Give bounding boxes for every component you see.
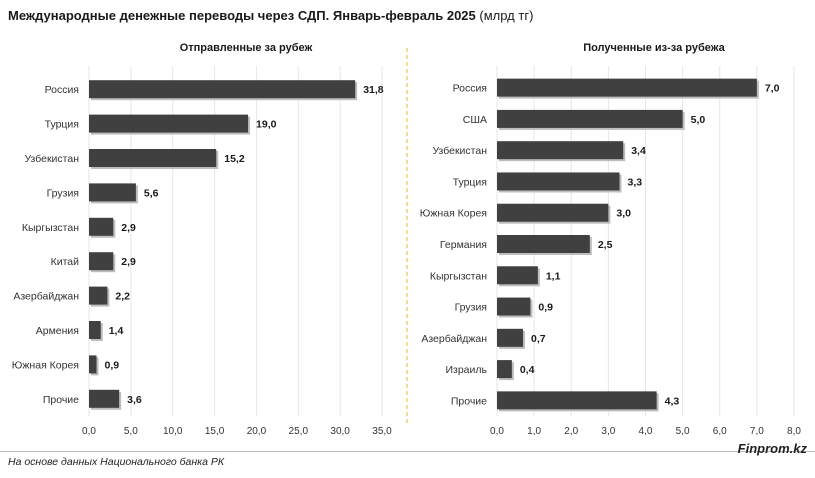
- received-category-label: Азербайджан: [421, 333, 487, 345]
- sent-data-label: 1,4: [109, 325, 124, 337]
- received-data-label: 5,0: [691, 114, 706, 126]
- received-category-label: Турция: [453, 176, 487, 188]
- received-bar: [497, 172, 620, 191]
- sent-x-tick-label: 20,0: [247, 426, 267, 437]
- sent-bar: [89, 114, 249, 133]
- received-data-label: 0,7: [531, 333, 546, 345]
- received-bar: [497, 391, 657, 410]
- received-x-tick-label: 7,0: [750, 426, 764, 437]
- sent-x-tick-label: 0,0: [82, 426, 96, 437]
- received-category-label: Кыргызстан: [430, 270, 487, 282]
- sent-data-label: 2,9: [121, 222, 136, 234]
- sent-data-label: 5,6: [144, 187, 159, 199]
- received-x-tick-label: 5,0: [676, 426, 690, 437]
- received-data-label: 2,5: [598, 239, 613, 251]
- received-x-tick-label: 0,0: [490, 426, 504, 437]
- source-note: На основе данных Национального банка РК: [8, 456, 225, 468]
- received-data-label: 1,1: [546, 270, 561, 282]
- sent-bar: [89, 80, 356, 99]
- chart-title-text: Международные денежные переводы через СД…: [8, 8, 476, 23]
- sent-bar: [89, 183, 136, 202]
- received-data-label: 3,3: [628, 176, 643, 188]
- received-bar: [497, 266, 538, 285]
- received-data-label: 0,4: [520, 364, 535, 376]
- sent-category-label: Азербайджан: [13, 291, 79, 303]
- sent-x-tick-label: 35,0: [372, 426, 392, 437]
- received-category-label: Россия: [453, 83, 487, 95]
- panel-title-received: Полученные из-за рубежа: [583, 42, 725, 54]
- bar-charts: 0,0 5,0 10,0 15,0 20,0 25,0 30,0 35,0 Россия 31,8…: [12, 48, 801, 437]
- sent-category-label: Армения: [36, 325, 79, 337]
- sent-x-tick-label: 15,0: [205, 426, 225, 437]
- sent-category-label: Южная Корея: [12, 359, 79, 371]
- sent-category-label: Россия: [45, 84, 79, 96]
- sent-bar: [89, 389, 120, 408]
- sent-x-tick-label: 25,0: [289, 426, 309, 437]
- sent-data-label: 3,6: [127, 394, 142, 406]
- received-bar: [497, 78, 757, 97]
- received-data-label: 7,0: [765, 83, 780, 95]
- sent-category-label: Китай: [51, 256, 80, 268]
- sent-data-label: 15,2: [224, 153, 245, 165]
- sent-bar: [89, 321, 101, 339]
- sent-category-label: Прочие: [43, 394, 79, 406]
- received-data-label: 3,4: [631, 145, 646, 157]
- sent-bar: [89, 252, 114, 271]
- sent-bar: [89, 286, 108, 305]
- received-category-label: Прочие: [451, 395, 487, 407]
- received-category-label: США: [463, 114, 487, 126]
- sent-x-tick-label: 10,0: [163, 426, 183, 437]
- received-x-tick-label: 8,0: [787, 426, 801, 437]
- brand-logo: Finprom.kz: [737, 441, 807, 456]
- sent-data-label: 19,0: [256, 119, 277, 131]
- chart-title-unit: (млрд тг): [479, 8, 534, 23]
- footer-divider: [0, 451, 815, 452]
- received-bar: [497, 235, 590, 253]
- sent-category-label: Узбекистан: [24, 153, 79, 165]
- received-data-label: 4,3: [665, 395, 680, 407]
- received-bar: [497, 360, 512, 379]
- sent-x-tick-label: 30,0: [330, 426, 350, 437]
- sent-bar: [89, 217, 114, 236]
- sent-category-label: Турция: [45, 119, 79, 131]
- received-category-label: Южная Корея: [420, 208, 487, 220]
- received-x-tick-label: 2,0: [564, 426, 578, 437]
- sent-data-label: 2,2: [115, 291, 130, 303]
- received-bar: [497, 109, 683, 128]
- received-data-label: 0,9: [538, 302, 553, 314]
- received-category-label: Грузия: [455, 302, 487, 314]
- sent-data-label: 0,9: [105, 359, 120, 371]
- sent-bar: [89, 149, 217, 167]
- received-x-tick-label: 3,0: [601, 426, 615, 437]
- sent-category-label: Кыргызстан: [22, 222, 79, 234]
- received-category-label: Германия: [440, 239, 487, 251]
- panel-title-sent: Отправленные за рубеж: [179, 42, 313, 54]
- received-x-tick-label: 4,0: [639, 426, 653, 437]
- received-x-tick-label: 6,0: [713, 426, 727, 437]
- received-bar: [497, 328, 523, 347]
- received-bar: [497, 203, 609, 222]
- sent-category-label: Грузия: [47, 187, 79, 199]
- sent-x-tick-label: 5,0: [124, 426, 138, 437]
- received-category-label: Узбекистан: [432, 145, 487, 157]
- sent-data-label: 31,8: [363, 84, 384, 96]
- received-data-label: 3,0: [616, 208, 631, 220]
- sent-data-label: 2,9: [121, 256, 136, 268]
- received-x-tick-label: 1,0: [527, 426, 541, 437]
- received-category-label: Израиль: [445, 364, 487, 376]
- received-bar: [497, 141, 624, 160]
- received-bar: [497, 297, 531, 316]
- chart-title: Международные денежные переводы через СД…: [8, 8, 533, 23]
- sent-bar: [89, 355, 97, 374]
